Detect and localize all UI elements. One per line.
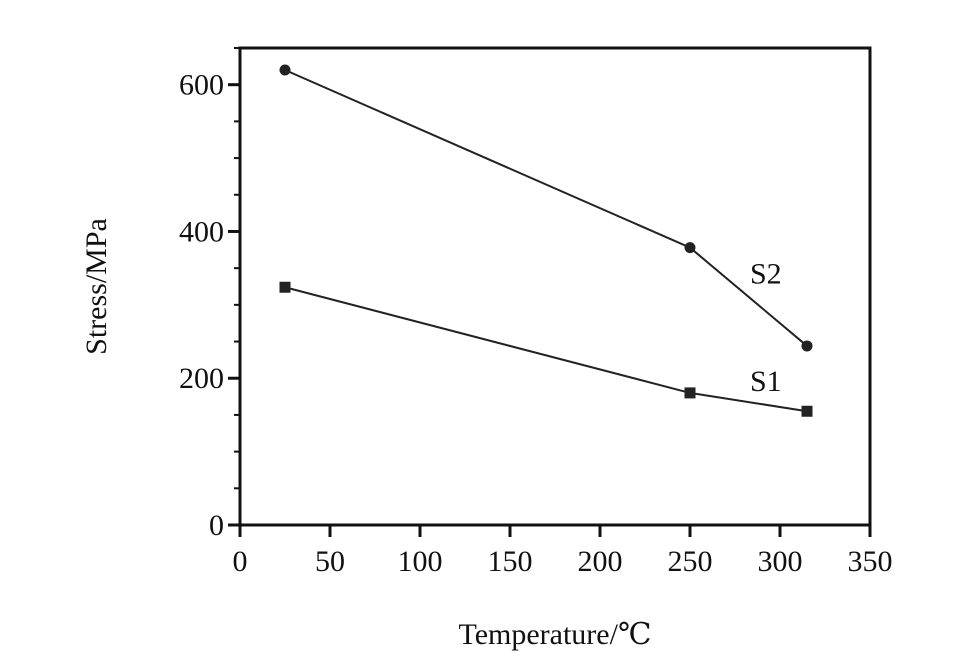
x-tick-label: 300 (758, 545, 803, 578)
series-line-s2 (284, 69, 808, 347)
y-tick-label: 200 (179, 362, 224, 395)
data-point-s1 (801, 405, 813, 417)
series-label-s2: S2 (750, 258, 782, 291)
x-tick-label: 150 (488, 545, 533, 578)
data-point-s2 (801, 340, 813, 352)
y-tick-label: 600 (179, 69, 224, 102)
series-label-s1: S1 (750, 365, 782, 398)
y-tick-label: 0 (209, 509, 224, 542)
plot-frame (238, 46, 872, 527)
series-group: S2 S1 (279, 64, 813, 417)
x-tick-label: 0 (233, 545, 248, 578)
x-tick-label: 200 (578, 545, 623, 578)
x-axis-ticks: 0 50 100 150 200 250 300 350 (233, 525, 893, 578)
series-line-s1 (284, 286, 808, 413)
x-axis-title: Temperature/℃ (458, 618, 651, 651)
y-tick-label: 400 (179, 215, 224, 248)
data-point-s2 (684, 242, 696, 254)
y-axis-title: Stress/MPa (80, 218, 113, 355)
data-point-s1 (684, 387, 696, 399)
x-tick-label: 250 (668, 545, 713, 578)
x-tick-label: 100 (398, 545, 443, 578)
y-axis-ticks: 0 200 400 600 (179, 69, 240, 542)
x-tick-label: 350 (848, 545, 893, 578)
data-point-s2 (279, 64, 291, 76)
data-point-s1 (279, 281, 291, 293)
x-tick-label: 50 (315, 545, 345, 578)
